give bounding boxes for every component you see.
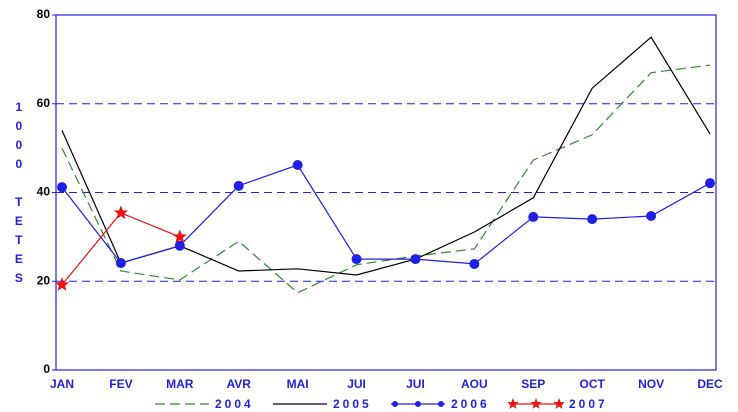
marker [57, 182, 67, 193]
series-line [61, 36, 711, 276]
marker [115, 258, 126, 269]
legend-marker [438, 401, 444, 407]
x-tick-label: JAN [50, 377, 74, 391]
x-tick-label: JUI [406, 377, 425, 391]
marker [705, 178, 715, 189]
plot-frame [55, 14, 717, 371]
y-tick-label: 80 [37, 7, 51, 21]
marker [174, 240, 185, 251]
legend-marker [553, 398, 565, 409]
x-tick-label: DEC [697, 377, 723, 391]
legend-label: 2007 [569, 397, 608, 411]
y-tick-label: 40 [37, 185, 51, 199]
series-line [61, 64, 711, 294]
marker [646, 211, 657, 222]
legend-label: 2006 [451, 397, 490, 411]
marker [587, 214, 598, 225]
marker [292, 159, 303, 170]
y-axis-label: 1000 TETES [12, 100, 26, 290]
series-line [61, 164, 711, 265]
x-tick-label: MAR [166, 377, 194, 391]
legend-marker [507, 398, 519, 409]
x-tick-label: AVR [227, 377, 252, 391]
x-tick-label: NOV [638, 377, 664, 391]
marker [469, 258, 480, 269]
x-tick-label: FEV [109, 377, 132, 391]
x-tick-label: AOU [461, 377, 488, 391]
legend-label: 2004 [215, 397, 254, 411]
legend-marker [415, 401, 421, 407]
marker [233, 180, 244, 191]
legend-label: 2005 [333, 397, 372, 411]
marker [410, 254, 421, 265]
marker [113, 205, 128, 219]
x-tick-label: OCT [580, 377, 606, 391]
marker [351, 254, 362, 265]
y-tick-label: 0 [43, 362, 50, 376]
marker [172, 229, 187, 243]
y-tick-label: 20 [37, 273, 51, 287]
marker [528, 211, 539, 222]
legend-marker [530, 398, 542, 409]
series-line [61, 212, 181, 286]
x-tick-label: JUI [347, 377, 366, 391]
x-tick-label: MAI [287, 377, 309, 391]
legend-marker [392, 401, 398, 407]
y-tick-label: 60 [37, 96, 51, 110]
x-tick-label: SEP [521, 377, 545, 391]
marker [54, 277, 70, 291]
